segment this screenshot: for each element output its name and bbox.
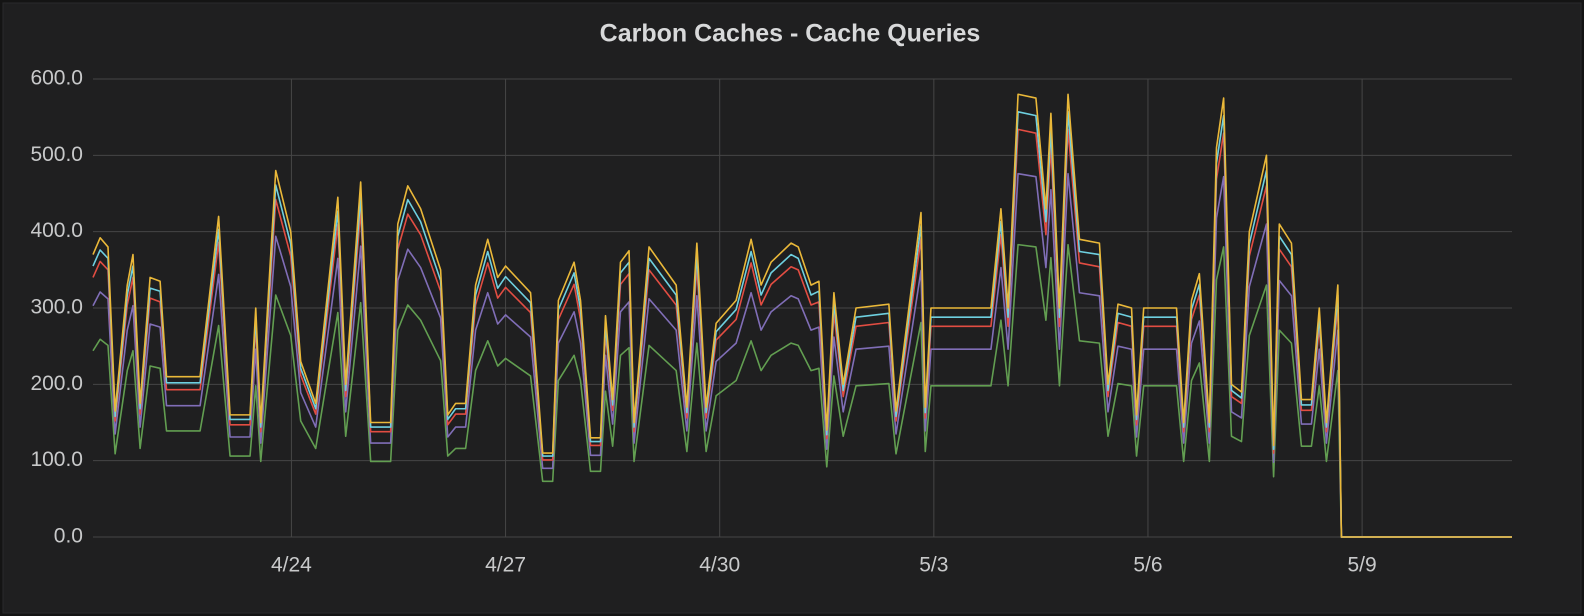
- y-tick-label: 400.0: [30, 219, 83, 242]
- y-tick-label: 300.0: [30, 296, 83, 319]
- x-tick-label: 5/9: [1348, 554, 1377, 577]
- series-line: [92, 93, 1512, 538]
- x-tick-label: 4/30: [699, 554, 740, 577]
- y-tick-label: 200.0: [30, 372, 83, 395]
- tick-labels: 0.0 100.0 200.0 300.0 400.0 500.0 600.0 4/24 4/2…: [30, 67, 1376, 577]
- series-line: [92, 172, 1512, 538]
- x-tick-label: 5/6: [1133, 554, 1162, 577]
- series-line: [92, 243, 1512, 538]
- x-tick-label: 5/3: [919, 554, 948, 577]
- plot-lines: [92, 93, 1512, 538]
- y-tick-label: 0.0: [54, 525, 83, 548]
- y-tick-label: 500.0: [30, 143, 83, 166]
- chart-title: Carbon Caches - Cache Queries: [600, 20, 981, 48]
- y-tick-label: 600.0: [30, 67, 83, 90]
- x-tick-label: 4/27: [485, 554, 526, 577]
- x-tick-label: 4/24: [271, 554, 312, 577]
- y-tick-label: 100.0: [30, 448, 83, 471]
